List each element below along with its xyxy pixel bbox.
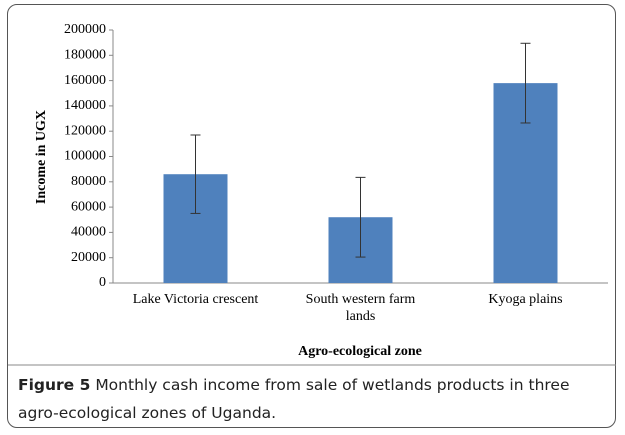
x-tick-label: South western farm lands (305, 292, 416, 324)
caption-label: Figure 5 (18, 376, 91, 394)
x-axis-title: Agro-ecological zone (298, 344, 422, 359)
y-tick-label: 40000 (71, 225, 106, 240)
y-tick-label: 120000 (64, 123, 106, 138)
y-tick-label: 0 (99, 275, 106, 290)
caption-text: Monthly cash income from sale of wetland… (18, 376, 570, 422)
x-tick-label: Kyoga plains (488, 292, 563, 307)
y-tick-label: 140000 (64, 98, 106, 113)
y-tick-label: 100000 (64, 149, 106, 164)
y-axis-title: Income in UGX (34, 110, 49, 204)
caption: Figure 5 Monthly cash income from sale o… (18, 371, 608, 427)
x-tick-label: Lake Victoria crescent (132, 292, 259, 307)
y-tick-label: 180000 (64, 48, 106, 63)
y-tick-label: 200000 (64, 22, 106, 37)
y-tick-label: 20000 (71, 250, 106, 265)
y-tick-label: 60000 (71, 199, 106, 214)
y-tick-label: 80000 (71, 174, 106, 189)
y-tick-label: 160000 (64, 73, 106, 88)
figure-frame (7, 4, 616, 428)
